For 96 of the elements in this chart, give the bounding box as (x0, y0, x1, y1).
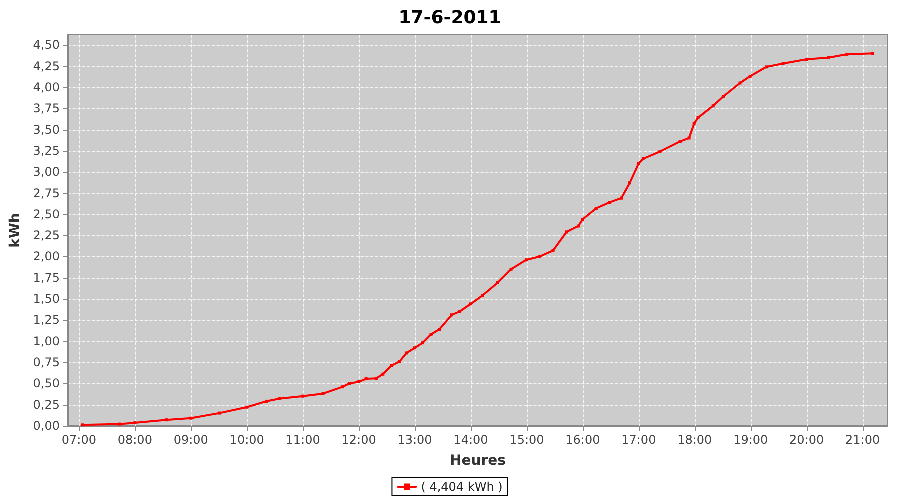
point (450, 314, 454, 317)
point (421, 342, 424, 345)
x-tick-label: 07:00 (62, 433, 96, 447)
legend-label: ( 4,404 kWh ) (421, 480, 503, 494)
point (628, 182, 632, 185)
point (341, 386, 344, 389)
y-tick-label: 0,75 (33, 356, 60, 370)
line-series (81, 52, 874, 427)
y-axis-title: kWh (7, 213, 24, 248)
point (827, 56, 830, 60)
point (438, 328, 442, 332)
x-tick-label: 21:00 (846, 433, 880, 447)
x-tick-label: 10:00 (230, 433, 264, 447)
point (496, 281, 500, 284)
point (608, 201, 612, 204)
x-tick-label: 20:00 (790, 433, 824, 447)
point (692, 122, 696, 126)
point (364, 378, 368, 381)
y-tick-label: 4,50 (33, 38, 60, 52)
y-tick-label: 3,00 (33, 165, 60, 180)
point (382, 372, 385, 376)
point (348, 382, 352, 386)
x-tick-label: 13:00 (398, 433, 432, 447)
x-tick-label: 16:00 (566, 433, 600, 447)
point (620, 196, 624, 200)
point (405, 352, 408, 355)
x-tick-label: 17:00 (622, 433, 656, 447)
point (118, 422, 122, 426)
point (696, 116, 700, 120)
point (358, 380, 361, 384)
point (738, 82, 742, 85)
point (430, 333, 433, 336)
point (552, 249, 555, 252)
y-tick-label: 3,75 (33, 102, 60, 116)
point (190, 416, 193, 420)
point (278, 397, 282, 400)
point (688, 136, 691, 140)
point (246, 406, 249, 409)
point (414, 346, 417, 350)
y-tick-label: 1,25 (33, 313, 60, 328)
x-tick-label: 15:00 (510, 433, 544, 447)
point (748, 74, 752, 78)
y-tick-label: 2,50 (33, 207, 60, 222)
point (134, 422, 137, 425)
y-tick-label: 2,25 (33, 228, 60, 243)
point (594, 206, 598, 210)
y-tick-label: 4,00 (33, 80, 60, 94)
point (565, 230, 568, 234)
y-tick-label: 3,25 (33, 144, 60, 158)
point (538, 255, 542, 258)
x-tick-label: 09:00 (174, 433, 208, 447)
y-tick-label: 0,00 (33, 419, 60, 433)
y-tick-label: 0,50 (33, 376, 60, 391)
point (871, 52, 874, 56)
point (576, 224, 580, 228)
point (374, 377, 378, 380)
point (722, 95, 725, 98)
point (470, 302, 473, 306)
point (642, 157, 645, 160)
y-tick-label: 1,50 (33, 292, 60, 306)
point (218, 412, 222, 415)
point (398, 360, 402, 364)
point (390, 364, 394, 368)
x-tick-label: 11:00 (286, 433, 320, 447)
chart-title: 17-6-2011 (398, 8, 502, 28)
point (846, 52, 849, 56)
y-tick-label: 1,75 (33, 270, 60, 285)
point (524, 258, 528, 262)
point (165, 418, 168, 422)
x-tick-label: 18:00 (678, 433, 712, 447)
point (458, 310, 462, 314)
point (302, 394, 305, 398)
x-tick-label: 12:00 (342, 433, 376, 447)
y-tick-label: 0,25 (33, 398, 60, 412)
point (481, 294, 484, 298)
y-tick-label: 4,25 (33, 59, 60, 74)
point (658, 150, 662, 154)
point (581, 218, 584, 221)
x-axis-title: Heures (450, 453, 506, 469)
x-tick-label: 19:00 (734, 433, 768, 447)
point (637, 162, 640, 166)
x-tick-label: 14:00 (454, 433, 488, 447)
point (765, 66, 768, 69)
y-tick-label: 2,75 (33, 186, 60, 200)
point (322, 392, 325, 396)
point (265, 400, 268, 403)
y-tick-label: 1,00 (33, 334, 60, 348)
point (782, 62, 785, 66)
point (510, 268, 513, 271)
y-tick-label: 3,50 (33, 122, 60, 137)
point (81, 424, 84, 427)
y-tick-label: 2,00 (33, 250, 60, 264)
point (712, 104, 715, 108)
x-tick-label: 08:00 (118, 433, 152, 447)
point (805, 58, 808, 62)
point (678, 140, 682, 144)
